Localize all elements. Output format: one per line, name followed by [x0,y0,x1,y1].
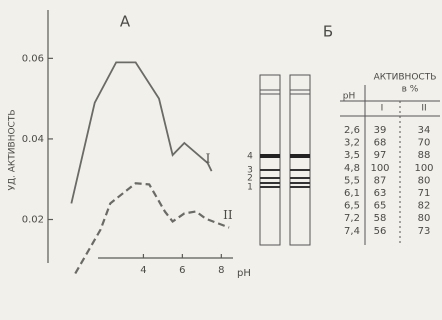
table-cell: 6,5 [344,201,360,212]
table-cell: 5,5 [344,175,360,186]
table-cell: 80 [418,213,431,224]
y-tick-label: 0.06 [22,53,44,64]
panel-b-title: Б [323,23,333,41]
table-cell: 7,4 [344,226,360,237]
table-cell: 68 [374,138,387,149]
table-cell: 87 [374,175,387,186]
table-cell: 100 [370,163,389,174]
table-cell: 65 [374,201,387,212]
table-cell: 80 [418,175,431,186]
figure: А УД. АКТИВНОСТЬ pH Б 0.020.040.06468III… [0,0,442,320]
table-header: I [381,104,384,114]
table-header: АКТИВНОСТЬ [374,73,437,83]
table-cell: 63 [374,188,387,199]
table-cell: 56 [374,226,387,237]
table-cell: 88 [418,150,431,161]
gel-label: 4 [247,152,253,162]
panel-a-title: А [120,13,131,31]
gel [260,75,310,245]
table-cell: 100 [414,163,433,174]
table-cell: 2,6 [344,125,360,136]
gel-label: 1 [247,183,253,193]
table-cell: 58 [374,213,387,224]
y-tick-label: 0.02 [22,215,44,226]
y-axis-label: УД. АКТИВНОСТЬ [8,110,18,191]
table-cell: 6,1 [344,188,360,199]
table-cell: 3,5 [344,150,360,161]
table-cell: 70 [418,138,431,149]
series-label: I [206,152,211,166]
y-tick-label: 0.04 [22,134,44,145]
x-tick-label: 8 [218,265,224,276]
table-cell: 71 [418,188,431,199]
table-cell: 73 [418,226,431,237]
table-header: в % [402,85,419,95]
table-cell: 3,2 [344,138,360,149]
table-header: pH [343,92,355,102]
series-label: II [223,208,233,222]
table-header: II [421,104,426,114]
table-cell: 39 [374,125,387,136]
table-cell: 4,8 [344,163,360,174]
x-axis-label: pH [237,268,251,279]
table-cell: 7,2 [344,213,360,224]
table-cell: 34 [418,125,431,136]
x-tick-label: 6 [179,265,185,276]
x-tick-label: 4 [140,265,146,276]
series-line [75,183,229,273]
table-cell: 97 [374,150,387,161]
series-line [71,62,211,203]
table-cell: 82 [418,201,431,212]
